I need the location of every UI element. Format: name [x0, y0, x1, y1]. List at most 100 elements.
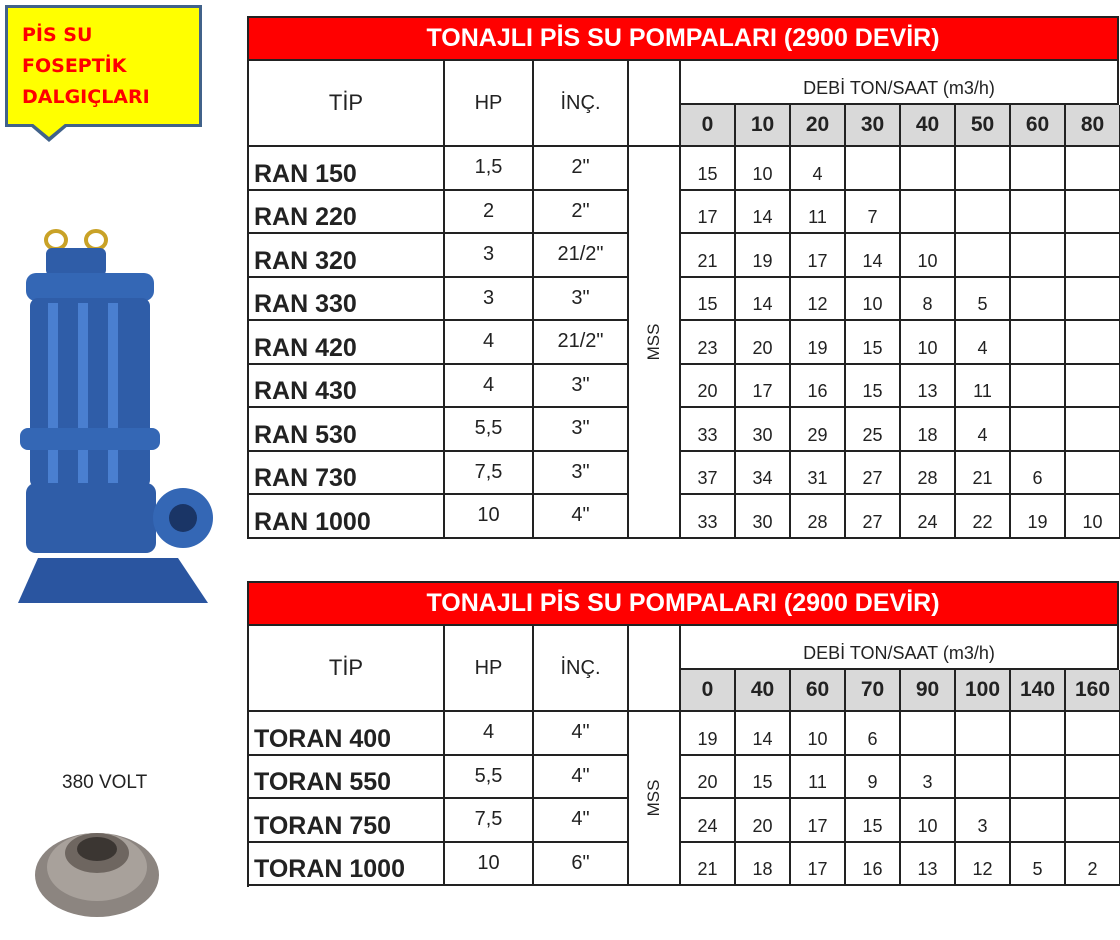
head-value: 2 [1066, 842, 1120, 886]
head-value [956, 712, 1011, 756]
head-value: 11 [956, 364, 1011, 408]
head-value: 13 [901, 842, 956, 886]
head-value: 30 [736, 408, 791, 452]
head-value: 19 [1011, 495, 1066, 539]
head-value: 21 [681, 234, 736, 278]
hp-value: 3 [445, 277, 534, 321]
head-value: 10 [901, 799, 956, 843]
flow-column-header: 10 [736, 105, 791, 147]
model-name: TORAN 550 [249, 755, 445, 799]
inch-value: 3" [534, 451, 629, 495]
head-value: 6 [1011, 451, 1066, 495]
head-value [1066, 190, 1120, 234]
hp-value: 10 [445, 842, 534, 886]
head-value [1011, 712, 1066, 756]
inch-value: 3" [534, 277, 629, 321]
model-name: RAN 330 [249, 277, 445, 321]
head-value: 9 [846, 755, 901, 799]
head-value: 28 [901, 451, 956, 495]
head-value: 5 [956, 277, 1011, 321]
head-value: 23 [681, 321, 736, 365]
head-value [1066, 451, 1120, 495]
flow-column-header: 70 [846, 670, 901, 712]
head-value [1066, 277, 1120, 321]
head-value [1011, 799, 1066, 843]
model-name: TORAN 750 [249, 799, 445, 843]
inch-value: 4" [534, 755, 629, 799]
head-value: 28 [791, 495, 846, 539]
model-name: RAN 430 [249, 364, 445, 408]
hp-value: 5,5 [445, 755, 534, 799]
model-name: RAN 320 [249, 234, 445, 278]
head-value: 10 [901, 321, 956, 365]
head-value: 14 [846, 234, 901, 278]
head-value [901, 147, 956, 191]
hp-value: 2 [445, 190, 534, 234]
head-value [1066, 234, 1120, 278]
toran-pump-table: TONAJLI PİS SU POMPALARI (2900 DEVİR) TİP… [247, 581, 1120, 887]
callout-line: FOSEPTİK [22, 55, 127, 77]
mss-unit-cell: MSS [629, 147, 681, 539]
head-value: 3 [901, 755, 956, 799]
head-value [1066, 408, 1120, 452]
head-value: 17 [791, 799, 846, 843]
head-value [1066, 364, 1120, 408]
mss-unit-label: MSS [644, 779, 663, 817]
inch-value: 3" [534, 364, 629, 408]
head-value [1066, 799, 1120, 843]
flow-column-header: 80 [1066, 105, 1120, 147]
hp-value: 4 [445, 712, 534, 756]
head-value: 12 [956, 842, 1011, 886]
inch-value: 21/2" [534, 234, 629, 278]
head-value: 11 [791, 190, 846, 234]
flow-column-header: 160 [1066, 670, 1120, 712]
callout-line: PİS SU [22, 24, 93, 46]
inch-value: 21/2" [534, 321, 629, 365]
head-value: 24 [681, 799, 736, 843]
hp-value: 10 [445, 495, 534, 539]
head-value: 11 [791, 755, 846, 799]
pump-image [18, 229, 213, 603]
head-value [956, 755, 1011, 799]
flow-header: DEBİ TON/SAAT (m3/h) [681, 61, 1119, 105]
flow-column-header: 90 [901, 670, 956, 712]
model-name: RAN 730 [249, 451, 445, 495]
hp-header: HP [445, 626, 534, 712]
head-value: 24 [901, 495, 956, 539]
head-value: 20 [681, 755, 736, 799]
inch-value: 4" [534, 712, 629, 756]
head-value: 33 [681, 408, 736, 452]
head-value: 15 [681, 277, 736, 321]
flow-column-header: 60 [791, 670, 846, 712]
head-value: 21 [956, 451, 1011, 495]
impeller-image [35, 833, 159, 917]
head-value: 20 [681, 364, 736, 408]
mss-header-blank [629, 626, 681, 712]
head-value: 15 [681, 147, 736, 191]
head-value [1011, 277, 1066, 321]
head-value: 18 [901, 408, 956, 452]
inch-value: 2" [534, 147, 629, 191]
head-value [901, 190, 956, 234]
head-value: 21 [681, 842, 736, 886]
ran-pump-table: TONAJLI PİS SU POMPALARI (2900 DEVİR) TİP… [247, 16, 1120, 539]
mss-header-blank [629, 61, 681, 147]
head-value: 17 [681, 190, 736, 234]
mss-unit-label: MSS [644, 323, 663, 361]
flow-column-header: 100 [956, 670, 1011, 712]
head-value: 33 [681, 495, 736, 539]
head-value: 22 [956, 495, 1011, 539]
category-callout [5, 5, 202, 127]
flow-column-header: 140 [1011, 670, 1066, 712]
callout-line: DALGIÇLARI [22, 86, 150, 108]
callout-tail-fill [32, 123, 66, 137]
hp-value: 5,5 [445, 408, 534, 452]
inch-value: 3" [534, 408, 629, 452]
flow-column-header: 40 [736, 670, 791, 712]
head-value: 17 [791, 234, 846, 278]
model-name: TORAN 1000 [249, 842, 445, 886]
flow-column-header: 0 [681, 670, 736, 712]
hp-value: 3 [445, 234, 534, 278]
head-value [1011, 755, 1066, 799]
head-value: 3 [956, 799, 1011, 843]
